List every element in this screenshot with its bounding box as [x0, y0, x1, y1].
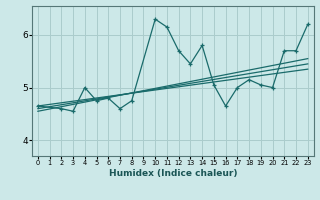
X-axis label: Humidex (Indice chaleur): Humidex (Indice chaleur) — [108, 169, 237, 178]
